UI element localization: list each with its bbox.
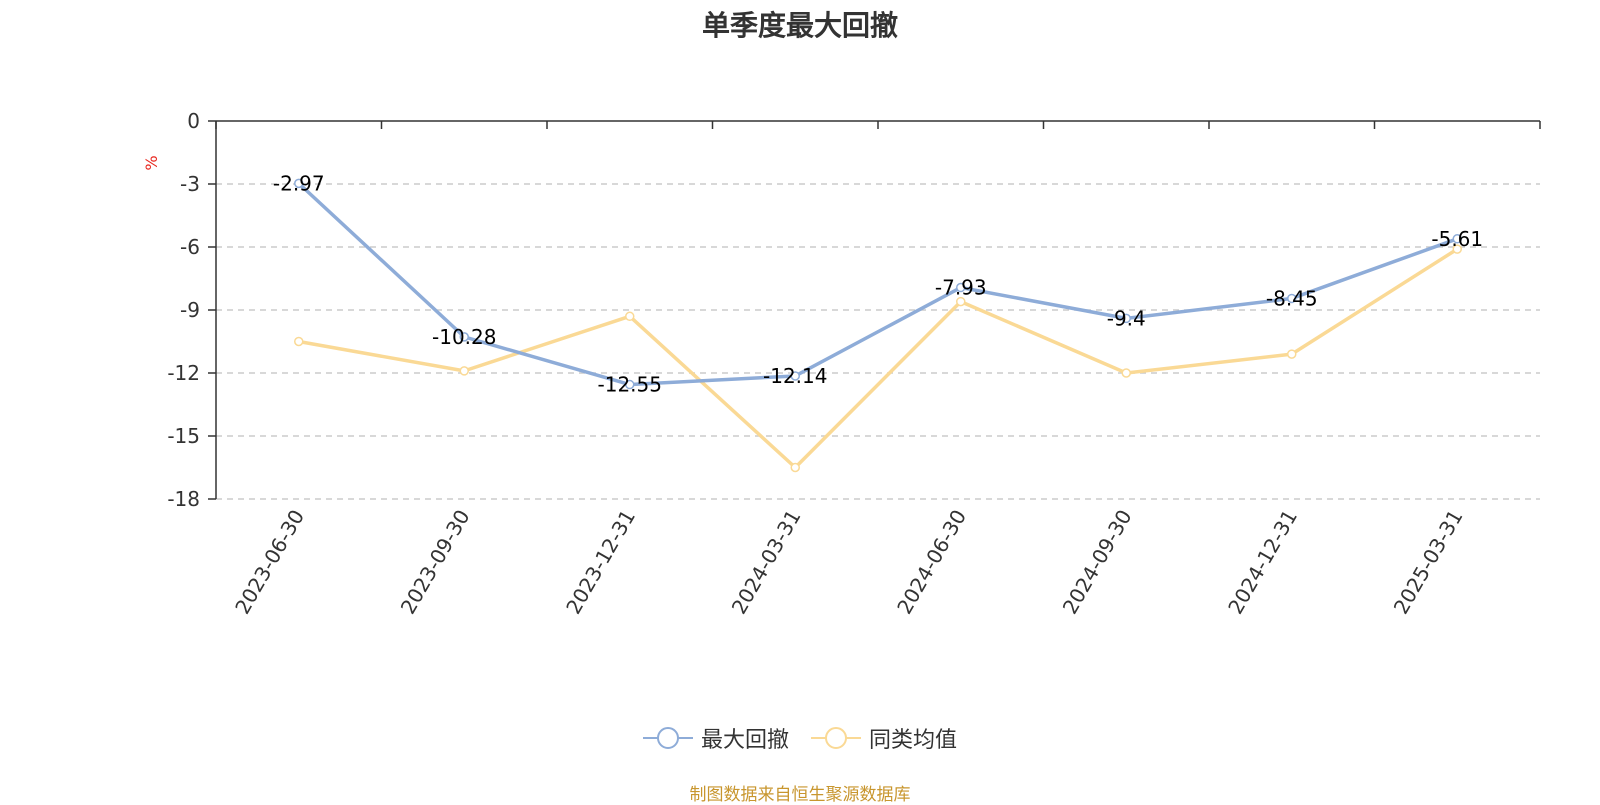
source-note: 制图数据来自恒生聚源数据库 [689, 785, 911, 805]
y-tick-label: -9 [180, 298, 200, 322]
x-tick-label: 2024-03-31 [727, 506, 806, 619]
data-point [956, 296, 966, 307]
x-tick-label: 2024-12-31 [1223, 506, 1302, 619]
data-labels: -2.97 -10.28 -12.55 -12.14 -7.93 -9.4 -8.45 -5.… [273, 171, 1483, 396]
legend-label: 最大回撤 [700, 728, 789, 753]
x-tick-label: 2023-06-30 [230, 506, 309, 619]
data-point [1452, 244, 1462, 254]
legend-marker-icon [642, 727, 693, 749]
data-label: -12.55 [598, 373, 662, 397]
series-line-1 [298, 247, 1459, 470]
legend-marker-icon [811, 727, 861, 749]
y-tick-label: -18 [167, 487, 200, 511]
legend-item-peer-average[interactable]: 同类均值 [811, 722, 957, 754]
y-tick-label: -3 [180, 172, 200, 196]
data-point [294, 178, 304, 189]
y-tick-label: -6 [180, 235, 200, 259]
y-axis-label: % [142, 155, 161, 170]
legend: 最大回撤 同类均值 [0, 722, 1600, 754]
legend-label: 同类均值 [869, 728, 958, 753]
data-point [1121, 368, 1131, 378]
data-point [1121, 313, 1131, 324]
x-tick-label: 2023-12-31 [561, 506, 640, 619]
data-label: -12.14 [763, 364, 827, 388]
data-label: -10.28 [432, 325, 496, 349]
axes: 0 -3 -6 -9 -12 -15 -18% 2023-06-30 2023-09-30 202… [142, 109, 1541, 619]
data-point [1287, 349, 1297, 359]
data-point [625, 379, 635, 390]
data-point [956, 282, 966, 293]
x-tick-label: 2024-09-30 [1058, 506, 1137, 619]
data-label: -9.4 [1107, 306, 1146, 330]
data-point [459, 332, 469, 342]
data-point [294, 336, 304, 347]
data-label: -5.61 [1431, 227, 1483, 251]
legend-item-max-drawdown[interactable]: 最大回撤 [642, 722, 789, 754]
data-label: -8.45 [1266, 286, 1318, 310]
x-tick-label: 2025-03-31 [1389, 506, 1468, 619]
data-label: -2.97 [273, 171, 325, 195]
data-point [459, 366, 469, 376]
chart-title: 单季度最大回撤 [701, 9, 898, 42]
x-tick-label: 2023-09-30 [396, 506, 475, 619]
data-point [1287, 293, 1297, 304]
y-tick-label: -15 [167, 424, 200, 448]
data-point [790, 462, 800, 473]
series-line-0 [297, 182, 1458, 387]
x-tick-label: 2024-06-30 [892, 506, 971, 619]
y-tick-label: 0 [187, 109, 200, 133]
series-lines [294, 178, 1462, 473]
grid-lines [216, 183, 1540, 500]
data-point [1452, 234, 1462, 244]
data-point [790, 371, 800, 381]
data-point [625, 311, 635, 322]
data-label: -7.93 [935, 276, 987, 300]
y-tick-label: -12 [167, 361, 200, 385]
